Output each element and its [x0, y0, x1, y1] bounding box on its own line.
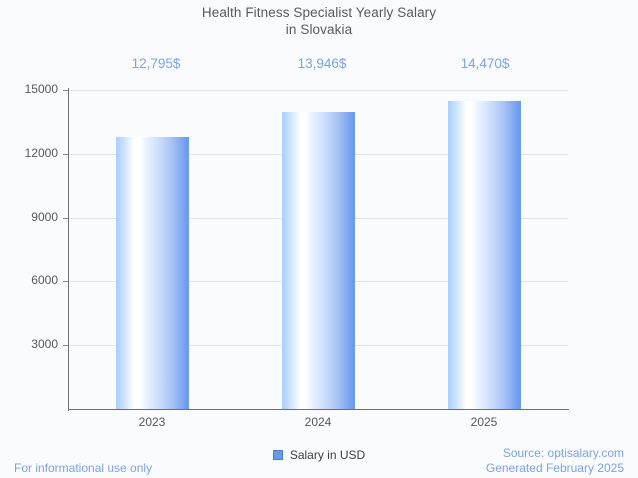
- footer-disclaimer: For informational use only: [14, 461, 153, 475]
- tickmark-9000: [63, 217, 68, 219]
- y-axis-label-12000: 12000: [24, 145, 58, 160]
- legend-item-label: Salary in USD: [289, 448, 366, 462]
- legend-item-salary-in-usd[interactable]: Salary in USD: [272, 448, 366, 462]
- tickmark-12000: [63, 153, 68, 155]
- chart-legend: Salary in USD: [0, 448, 638, 462]
- bar-value-label-2025: 14,470$: [460, 56, 510, 71]
- bar-value-label-2024: 13,946$: [297, 56, 347, 71]
- x-axis-label-2025: 2025: [470, 415, 498, 429]
- legend-swatch-icon: [272, 450, 283, 460]
- y-axis-label-3000: 3000: [31, 337, 58, 352]
- chart-title-line-1: Health Fitness Specialist Yearly Salary: [201, 5, 437, 20]
- plot-area: 15000 12000 9000 6000 3000: [25, 82, 568, 409]
- y-axis-label-9000: 9000: [31, 209, 58, 224]
- x-axis-line: [68, 409, 569, 410]
- bar-value-label-2023: 12,795$: [131, 56, 181, 71]
- tickmark-15000: [63, 90, 68, 91]
- x-axis-label-2023: 2023: [138, 415, 166, 429]
- tickmark-6000: [63, 281, 68, 283]
- bar-2025[interactable]: [448, 101, 521, 409]
- tickmark-3000: [63, 345, 68, 347]
- bar-2024[interactable]: [282, 112, 355, 409]
- footer-source-block: Source: optisalary.com Generated Februar…: [486, 446, 624, 476]
- gridline-15000: [68, 90, 568, 91]
- y-axis-label-15000: 15000: [24, 82, 58, 96]
- chart-title: Health Fitness Specialist Yearly Salary …: [0, 4, 638, 38]
- chart-title-line-2: in Slovakia: [285, 22, 353, 37]
- footer-source: Source: optisalary.com: [502, 446, 624, 460]
- y-axis-line: [68, 88, 69, 411]
- footer-generated: Generated February 2025: [485, 461, 624, 475]
- bar-2023[interactable]: [116, 136, 189, 409]
- x-axis-label-2024: 2024: [304, 415, 332, 429]
- y-axis-label-6000: 6000: [31, 273, 58, 288]
